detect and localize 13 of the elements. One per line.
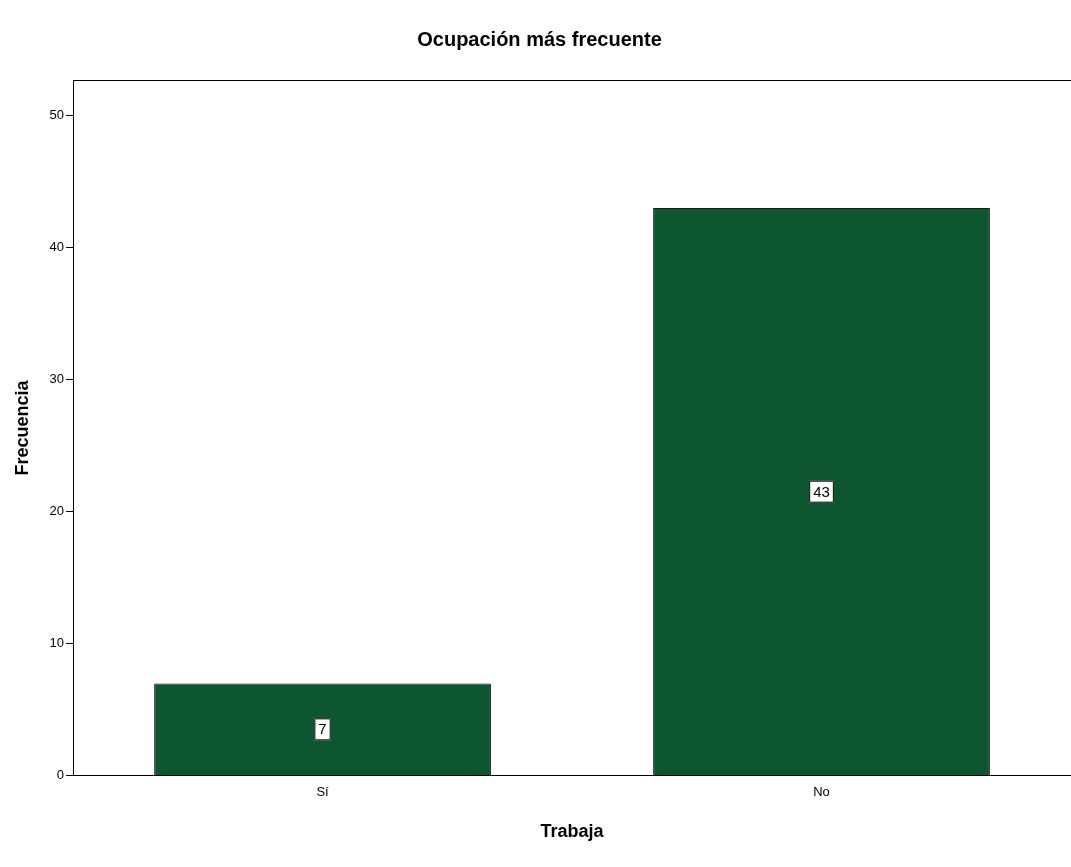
y-tick-label: 50 [49, 107, 65, 123]
x-axis-title: Trabaja [540, 821, 605, 842]
y-tick-label: 0 [56, 767, 65, 783]
x-tick-label: Sí [316, 784, 330, 800]
x-tick-label: No [813, 784, 830, 800]
y-tick-label: 20 [49, 503, 65, 519]
y-tick-label: 10 [49, 635, 65, 651]
y-axis-title: Frecuencia [11, 379, 32, 476]
data-label: 7 [318, 720, 327, 738]
y-tick-label: 40 [49, 239, 65, 255]
y-tick-label: 30 [49, 371, 65, 387]
chart-title: Ocupación más frecuente [417, 27, 662, 50]
data-label: 43 [813, 482, 830, 500]
